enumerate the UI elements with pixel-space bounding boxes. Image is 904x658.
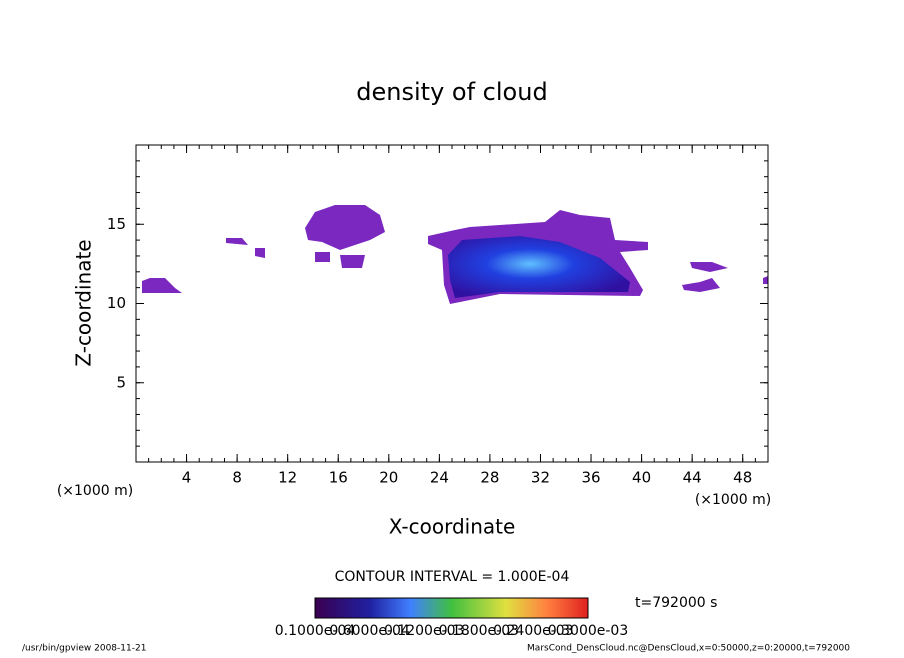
cloud-core [448,236,630,298]
chart-title: density of cloud [356,78,547,106]
y-tick-label: 15 [107,215,126,233]
time-label: t=792000 s [635,595,717,611]
x-tick-label: 32 [531,469,550,487]
cloud-blob [690,262,728,272]
x-tick-label: 4 [182,469,192,487]
contour-interval: CONTOUR INTERVAL = 1.000E-04 [335,569,570,585]
footer: /usr/bin/gpview 2008-11-21 [22,644,146,654]
cloud-blob [255,248,265,258]
colorbar-label: 0.1000e-04 [275,623,356,639]
y-tick-label: 10 [107,294,126,312]
x-tick-label: 16 [329,469,348,487]
cloud-blob [142,278,182,293]
x-tick-label: 24 [430,469,449,487]
cloud-blob [682,278,720,292]
x-tick-label: 44 [683,469,702,487]
y-axis-label: Z-coordinate [72,239,96,366]
colorbar-label: 0.2400e-03 [493,623,573,639]
footer: MarsCond_DensCloud.nc@DensCloud,x=0:5000… [527,644,850,654]
colorbar-label: 0.3000e-03 [548,623,628,639]
x-tick-label: 36 [581,469,600,487]
cloud-blob [305,205,385,250]
colorbar-label: 0.1800e-03 [439,623,519,639]
colorbar-label: 0.6000e-04 [329,623,410,639]
x-tick-label: 8 [232,469,242,487]
x-tick-label: 40 [632,469,651,487]
x-unit: (×1000 m) [695,492,771,508]
x-tick-label: 20 [379,469,398,487]
x-tick-label: 12 [278,469,297,487]
cloud-blob [340,255,365,268]
cloud-blob [226,238,248,245]
x-tick-label: 28 [480,469,499,487]
cloud-blob [315,252,330,262]
colorbar-label: 0.1200e-03 [384,623,464,639]
colorbar [314,597,589,619]
x-tick-label: 48 [733,469,752,487]
cloud-blob [763,276,768,284]
y-tick-label: 5 [116,373,126,391]
x-axis-label: X-coordinate [389,515,516,539]
x-unit: (×1000 m) [57,483,133,499]
